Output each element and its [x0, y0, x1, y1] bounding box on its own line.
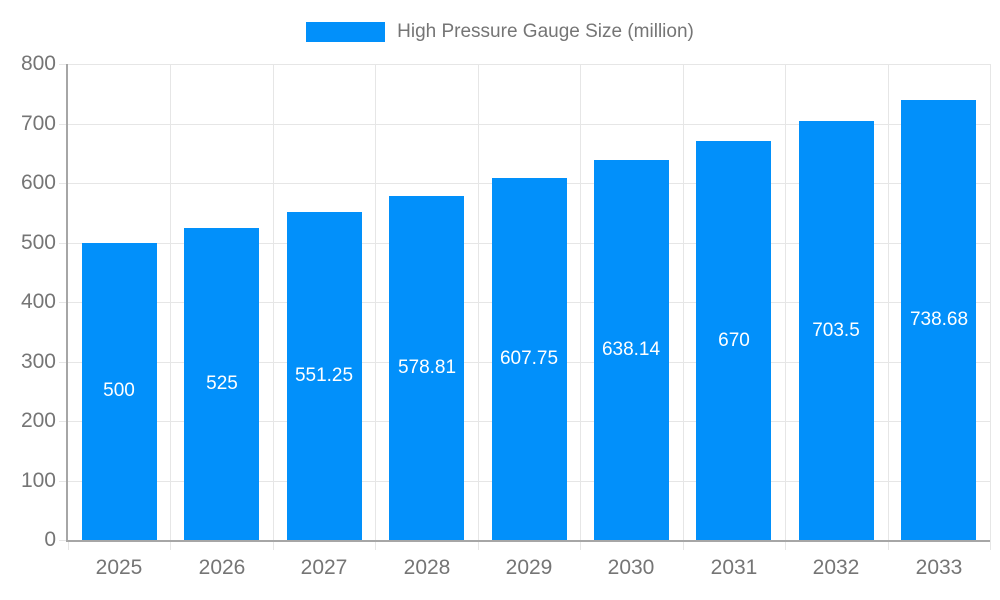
y-axis-tick	[59, 540, 68, 541]
y-axis-line	[66, 64, 68, 542]
y-axis-tick	[59, 362, 68, 363]
x-axis-tick	[580, 540, 581, 550]
bar	[799, 121, 874, 540]
x-tick-label: 2033	[915, 556, 963, 579]
x-axis-tick	[68, 540, 69, 550]
bar-value-label: 578.81	[397, 357, 457, 378]
bar-value-label: 500	[103, 380, 135, 401]
y-tick-label: 800	[20, 52, 56, 75]
y-axis-tick	[59, 64, 68, 65]
bar	[389, 195, 464, 540]
bar-value-label: 703.5	[812, 320, 860, 341]
x-tick-label: 2030	[607, 556, 655, 579]
y-tick-label: 200	[20, 409, 56, 432]
y-tick-label: 400	[20, 290, 56, 313]
x-axis-tick	[170, 540, 171, 550]
y-tick-label: 100	[20, 469, 56, 492]
y-axis-tick	[59, 421, 68, 422]
y-axis-tick	[59, 481, 68, 482]
bar	[492, 178, 567, 540]
x-gridline	[990, 64, 991, 540]
bar	[594, 160, 669, 540]
y-axis-tick	[59, 302, 68, 303]
x-tick-label: 2026	[198, 556, 246, 579]
y-axis-tick	[59, 243, 68, 244]
bar-value-label: 525	[206, 373, 238, 394]
y-gridline	[68, 124, 990, 125]
x-gridline	[683, 64, 684, 540]
x-tick-label: 2029	[505, 556, 553, 579]
y-tick-label: 300	[20, 350, 56, 373]
x-axis-tick	[683, 540, 684, 550]
legend-label: High Pressure Gauge Size (million)	[397, 21, 694, 42]
bar	[901, 100, 976, 540]
y-axis-tick	[59, 183, 68, 184]
x-gridline	[478, 64, 479, 540]
y-tick-label: 0	[44, 528, 56, 551]
x-axis-tick	[273, 540, 274, 550]
bar-value-label: 738.68	[909, 309, 969, 330]
bar-value-label: 551.25	[294, 365, 354, 386]
x-axis-line	[66, 540, 990, 542]
x-gridline	[375, 64, 376, 540]
bar	[184, 227, 259, 540]
x-axis-tick	[785, 540, 786, 550]
x-tick-label: 2027	[300, 556, 348, 579]
y-tick-label: 600	[20, 171, 56, 194]
x-tick-label: 2025	[95, 556, 143, 579]
x-axis-tick	[990, 540, 991, 550]
y-tick-label: 500	[20, 231, 56, 254]
x-tick-label: 2028	[403, 556, 451, 579]
bar	[82, 242, 157, 540]
x-tick-label: 2032	[812, 556, 860, 579]
x-gridline	[170, 64, 171, 540]
bar	[287, 212, 362, 540]
x-gridline	[785, 64, 786, 540]
x-axis-tick	[375, 540, 376, 550]
x-axis-tick	[478, 540, 479, 550]
bar-value-label: 670	[718, 330, 750, 351]
legend-swatch-icon	[306, 22, 386, 42]
legend-item[interactable]: High Pressure Gauge Size (million)	[306, 21, 694, 43]
x-axis-tick	[888, 540, 889, 550]
chart-legend: High Pressure Gauge Size (million)	[0, 12, 1000, 52]
y-tick-label: 700	[20, 112, 56, 135]
bar-value-label: 638.14	[601, 339, 661, 360]
x-gridline	[888, 64, 889, 540]
bar-value-label: 607.75	[499, 348, 559, 369]
x-gridline	[580, 64, 581, 540]
y-axis-tick	[59, 124, 68, 125]
x-gridline	[273, 64, 274, 540]
y-gridline	[68, 64, 990, 65]
bar	[696, 141, 771, 540]
x-tick-label: 2031	[710, 556, 758, 579]
